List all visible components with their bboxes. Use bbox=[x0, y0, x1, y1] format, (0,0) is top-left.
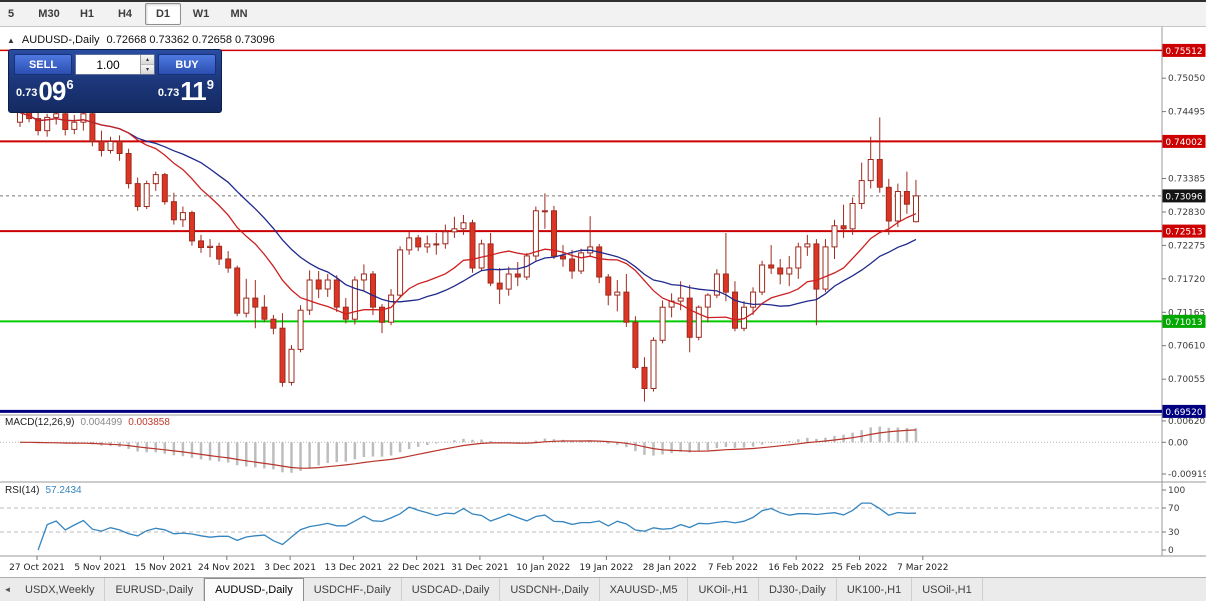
window-top-edge bbox=[0, 0, 1206, 2]
svg-text:0.00: 0.00 bbox=[1168, 438, 1188, 448]
volume-input[interactable]: 1.00 bbox=[96, 57, 120, 72]
svg-text:0.72513: 0.72513 bbox=[1165, 228, 1202, 238]
chart-ohlc-values: 0.72668 0.73362 0.72658 0.73096 bbox=[106, 34, 275, 46]
timeframe-button-5[interactable]: 5 bbox=[7, 8, 15, 20]
tab-scroll-left-icon[interactable]: ◄ bbox=[3, 585, 12, 594]
chart-tab-ukoil-h1[interactable]: UKOil-,H1 bbox=[688, 578, 759, 601]
ma-fast-line bbox=[19, 111, 917, 321]
rsi-indicator-label: RSI(14) 57.2434 bbox=[5, 485, 82, 496]
svg-text:0.73096: 0.73096 bbox=[1165, 192, 1202, 202]
chart-canvas[interactable]: 0.75050 0.74495 0.73385 0.72830 0.72275 0.717… bbox=[0, 27, 1206, 577]
volume-up-icon[interactable]: ▴ bbox=[141, 55, 154, 65]
chart-title-row: ▲ AUDUSD-,Daily 0.72668 0.73362 0.72658 … bbox=[7, 34, 275, 46]
svg-text:0.73385: 0.73385 bbox=[1168, 175, 1205, 185]
svg-text:70: 70 bbox=[1168, 504, 1180, 514]
svg-text:3 Dec 2021: 3 Dec 2021 bbox=[264, 563, 316, 573]
macd-indicator-label: MACD(12,26,9) 0.004499 0.003858 bbox=[5, 417, 170, 428]
chart-tab-uk100-h1[interactable]: UK100-,H1 bbox=[837, 578, 913, 601]
svg-text:15 Nov 2021: 15 Nov 2021 bbox=[135, 563, 193, 573]
date-axis: 27 Oct 2021 5 Nov 2021 15 Nov 2021 24 Nov 2… bbox=[9, 556, 948, 573]
chart-tab-usdx-weekly[interactable]: USDX,Weekly bbox=[15, 578, 106, 601]
chart-tab-xauusd-m5[interactable]: XAUUSD-,M5 bbox=[600, 578, 689, 601]
svg-text:100: 100 bbox=[1168, 486, 1185, 496]
rsi-value: 57.2434 bbox=[45, 485, 82, 496]
timeframe-button-h1[interactable]: H1 bbox=[79, 8, 95, 20]
svg-text:31 Dec 2021: 31 Dec 2021 bbox=[451, 563, 509, 573]
svg-text:0: 0 bbox=[1168, 546, 1174, 556]
svg-text:0.74002: 0.74002 bbox=[1165, 138, 1202, 148]
chart-tab-usdchf-daily[interactable]: USDCHF-,Daily bbox=[304, 578, 402, 601]
svg-text:0.74495: 0.74495 bbox=[1168, 108, 1205, 118]
svg-text:13 Dec 2021: 13 Dec 2021 bbox=[325, 563, 383, 573]
svg-text:22 Dec 2021: 22 Dec 2021 bbox=[388, 563, 446, 573]
chart-symbol-title: AUDUSD-,Daily bbox=[21, 34, 100, 46]
chart-area: 0.75050 0.74495 0.73385 0.72830 0.72275 0.717… bbox=[0, 27, 1206, 577]
svg-text:28 Jan 2022: 28 Jan 2022 bbox=[643, 563, 697, 573]
svg-text:0.69520: 0.69520 bbox=[1165, 408, 1202, 418]
svg-text:0.71720: 0.71720 bbox=[1168, 275, 1205, 285]
svg-text:0.71165: 0.71165 bbox=[1168, 308, 1205, 318]
timeframe-button-mn[interactable]: MN bbox=[230, 8, 248, 20]
svg-text:30: 30 bbox=[1168, 528, 1180, 538]
svg-text:5 Nov 2021: 5 Nov 2021 bbox=[74, 563, 126, 573]
chart-tab-usdcad-daily[interactable]: USDCAD-,Daily bbox=[402, 578, 501, 601]
svg-text:0.70610: 0.70610 bbox=[1168, 342, 1205, 352]
chart-tab-eurusd-daily[interactable]: EURUSD-,Daily bbox=[105, 578, 205, 601]
svg-text:0.71013: 0.71013 bbox=[1165, 318, 1202, 328]
ask-price-prefix: 0.73 bbox=[157, 87, 180, 99]
volume-control: 1.00 ▴ ▾ bbox=[75, 54, 155, 75]
timeframe-button-w1[interactable]: W1 bbox=[192, 8, 210, 20]
macd-signal-value: 0.003858 bbox=[128, 417, 170, 428]
timeframe-button-d1[interactable]: D1 bbox=[145, 3, 181, 25]
ask-price-point: 9 bbox=[206, 77, 214, 92]
timeframe-button-m30[interactable]: M30 bbox=[38, 8, 60, 20]
rsi-name: RSI(14) bbox=[5, 485, 40, 496]
timeframe-toolbar: 5 M30 H1 H4 D1 W1 MN bbox=[0, 2, 1206, 27]
svg-text:19 Jan 2022: 19 Jan 2022 bbox=[579, 563, 633, 573]
timeframe-button-h4[interactable]: H4 bbox=[117, 8, 133, 20]
svg-text:0.75050: 0.75050 bbox=[1168, 74, 1205, 84]
panel-separators bbox=[0, 27, 1206, 557]
chart-tab-dj30-daily[interactable]: DJ30-,Daily bbox=[759, 578, 837, 601]
svg-text:7 Feb 2022: 7 Feb 2022 bbox=[708, 563, 758, 573]
sell-button[interactable]: SELL bbox=[14, 54, 72, 75]
one-click-trading-panel: SELL 1.00 ▴ ▾ BUY 0.73 09 6 0.73 bbox=[8, 49, 222, 113]
svg-text:7 Mar 2022: 7 Mar 2022 bbox=[897, 563, 948, 573]
svg-text:16 Feb 2022: 16 Feb 2022 bbox=[768, 563, 824, 573]
chart-tab-audusd-daily[interactable]: AUDUSD-,Daily bbox=[204, 578, 304, 601]
buy-button[interactable]: BUY bbox=[158, 54, 216, 75]
svg-text:27 Oct 2021: 27 Oct 2021 bbox=[9, 563, 65, 573]
volume-spinner: ▴ ▾ bbox=[140, 55, 154, 74]
volume-down-icon[interactable]: ▾ bbox=[141, 65, 154, 74]
price-axis-badges: 0.75512 0.74002 0.73096 0.72513 0.71013 0.695… bbox=[1162, 43, 1206, 418]
ma-slow-line bbox=[19, 111, 917, 307]
bid-price-prefix: 0.73 bbox=[16, 87, 38, 99]
chart-tab-usoil-h1[interactable]: USOil-,H1 bbox=[912, 578, 983, 601]
svg-text:0.00620: 0.00620 bbox=[1168, 417, 1205, 427]
rsi-panel-layer bbox=[0, 502, 1162, 551]
svg-text:25 Feb 2022: 25 Feb 2022 bbox=[831, 563, 887, 573]
svg-text:0.75512: 0.75512 bbox=[1165, 47, 1202, 57]
macd-main-value: 0.004499 bbox=[80, 417, 123, 428]
svg-text:0.72275: 0.72275 bbox=[1168, 241, 1205, 251]
chart-tab-usdcnh-daily[interactable]: USDCNH-,Daily bbox=[500, 578, 600, 601]
svg-text:24 Nov 2021: 24 Nov 2021 bbox=[198, 563, 256, 573]
macd-panel-layer bbox=[0, 426, 1162, 473]
macd-name: MACD(12,26,9) bbox=[5, 417, 75, 428]
price-axis-labels: 0.75050 0.74495 0.73385 0.72830 0.72275 0.717… bbox=[1162, 74, 1206, 556]
svg-text:0.70055: 0.70055 bbox=[1168, 375, 1205, 385]
bid-price-point: 6 bbox=[66, 77, 74, 92]
one-click-collapse-icon[interactable]: ▲ bbox=[7, 35, 15, 45]
svg-text:-0.00919: -0.00919 bbox=[1168, 470, 1206, 480]
bid-price-pips: 09 bbox=[38, 76, 66, 106]
chart-tab-bar: ◄ USDX,Weekly EURUSD-,Daily AUDUSD-,Daily U… bbox=[0, 577, 1206, 601]
svg-text:10 Jan 2022: 10 Jan 2022 bbox=[516, 563, 570, 573]
bid-price: 0.73 09 6 bbox=[16, 76, 74, 106]
candles-layer bbox=[17, 104, 919, 402]
svg-text:0.72830: 0.72830 bbox=[1168, 208, 1205, 218]
ask-price: 0.73 11 9 bbox=[157, 76, 214, 106]
ask-price-pips: 11 bbox=[180, 76, 206, 106]
